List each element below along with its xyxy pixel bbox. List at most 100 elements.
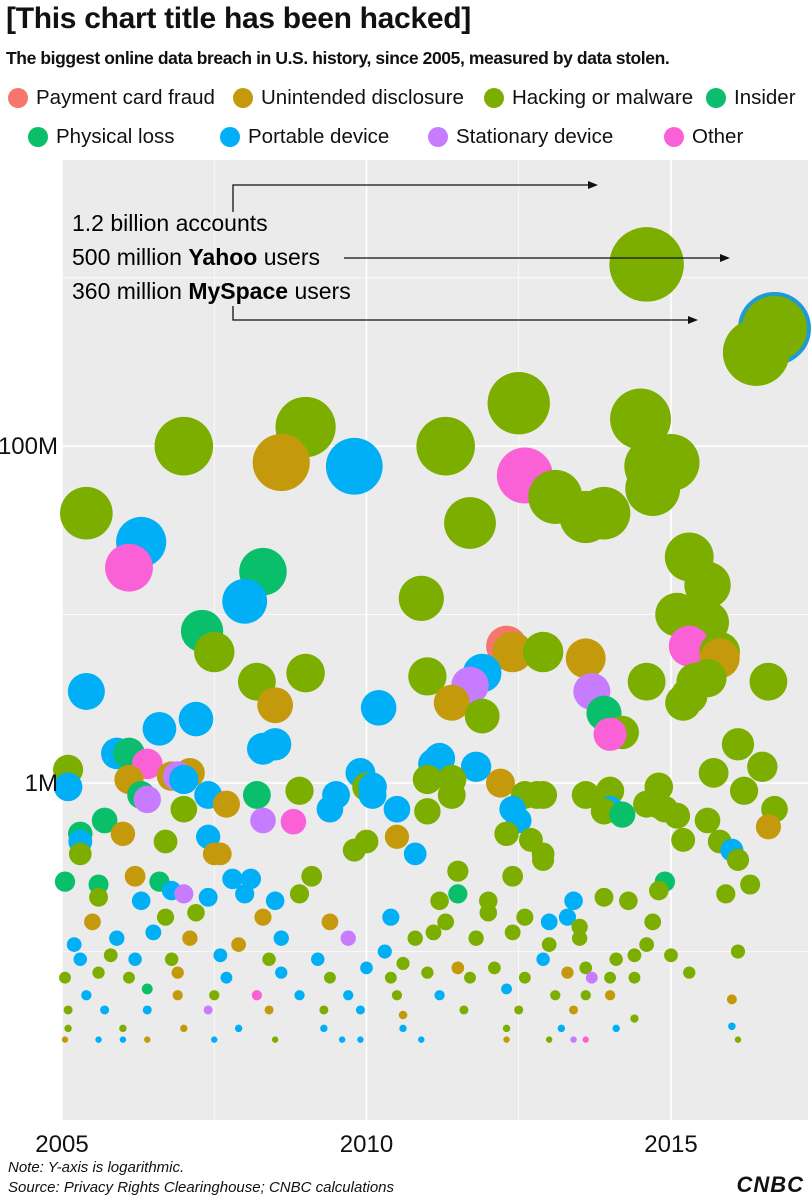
- legend-swatch-insider: [706, 88, 726, 108]
- data-point-portable: [460, 751, 492, 782]
- data-point-stationary: [203, 1005, 213, 1015]
- data-point-hacking: [459, 1005, 469, 1015]
- data-point-portable: [198, 887, 218, 907]
- legend-swatch-payment: [8, 88, 28, 108]
- data-point-unintended: [264, 1005, 274, 1015]
- data-point-stationary: [340, 930, 356, 946]
- data-point-portable: [142, 711, 177, 746]
- data-point-hacking: [437, 913, 455, 931]
- data-point-portable: [178, 701, 214, 737]
- footer-source: Source: Privacy Rights Clearinghouse; CN…: [8, 1179, 395, 1196]
- data-point-other: [251, 990, 263, 1001]
- data-point-hacking: [289, 884, 310, 904]
- data-point-hacking: [92, 966, 105, 979]
- data-point-hacking: [384, 971, 397, 984]
- data-point-portable: [100, 1005, 110, 1015]
- legend-swatch-unintended: [233, 88, 253, 108]
- legend-label: Physical loss: [56, 125, 175, 148]
- data-point-portable: [357, 1036, 364, 1043]
- legend-label: Portable device: [248, 125, 390, 148]
- data-point-hacking: [487, 372, 550, 435]
- data-point-physical: [609, 801, 636, 828]
- data-point-portable: [382, 908, 400, 926]
- data-point-hacking: [324, 971, 336, 984]
- data-point-portable: [222, 578, 268, 624]
- data-point-hacking: [301, 865, 323, 887]
- annotation-arrowhead-bottom: [688, 316, 698, 324]
- data-point-hacking: [494, 821, 519, 847]
- data-point-hacking: [722, 319, 790, 386]
- data-point-portable: [294, 990, 305, 1001]
- data-point-hacking: [580, 990, 591, 1001]
- data-point-unintended: [561, 966, 574, 979]
- data-point-physical: [91, 807, 118, 834]
- data-point-portable: [109, 930, 125, 946]
- legend-label: Insider: [734, 86, 796, 109]
- data-point-portable: [211, 1036, 218, 1043]
- legend-swatch-hacking: [484, 88, 504, 108]
- data-point-portable: [81, 990, 92, 1001]
- annotation-line-3-suffix: users: [288, 278, 351, 304]
- data-point-hacking: [630, 1014, 639, 1023]
- data-point-unintended: [565, 638, 606, 679]
- data-point-hacking: [89, 887, 108, 907]
- data-point-unintended: [726, 994, 737, 1005]
- data-point-unintended: [257, 687, 294, 724]
- data-point-hacking: [523, 781, 551, 809]
- data-point-hacking: [516, 908, 534, 926]
- data-point-portable: [320, 1024, 328, 1033]
- data-point-hacking: [119, 1024, 127, 1033]
- data-point-hacking: [187, 903, 205, 922]
- data-point-unintended: [569, 1005, 579, 1015]
- data-point-hacking: [504, 924, 521, 941]
- data-point-portable: [95, 1036, 102, 1043]
- data-point-hacking: [694, 807, 721, 834]
- data-point-portable: [246, 732, 279, 765]
- data-point-hacking: [627, 948, 642, 963]
- data-point-hacking: [628, 971, 641, 984]
- data-point-hacking: [412, 764, 443, 795]
- data-point-hacking: [730, 944, 746, 959]
- legend-item-unintended: Unintended disclosure: [233, 84, 464, 112]
- data-point-hacking: [721, 728, 755, 761]
- data-point-unintended: [110, 821, 136, 847]
- data-point-hacking: [734, 1036, 742, 1043]
- data-point-hacking: [430, 891, 449, 911]
- data-point-unintended: [398, 1010, 408, 1020]
- data-point-portable: [311, 952, 325, 966]
- data-point-hacking: [437, 781, 466, 809]
- data-point-portable: [240, 868, 262, 890]
- data-point-physical: [141, 983, 153, 995]
- data-point-stationary: [250, 807, 276, 834]
- data-point-portable: [383, 795, 411, 823]
- data-point-hacking: [68, 842, 92, 866]
- data-point-hacking: [488, 961, 501, 975]
- data-point-portable: [360, 689, 397, 726]
- data-point-unintended: [171, 966, 184, 979]
- data-point-unintended: [321, 913, 339, 931]
- data-point-hacking: [604, 971, 617, 984]
- annotation-arrow-top: [232, 184, 590, 212]
- data-point-other: [280, 808, 307, 835]
- data-point-hacking: [464, 971, 476, 984]
- data-point-portable: [434, 990, 445, 1001]
- data-point-portable: [220, 971, 233, 984]
- data-point-unintended: [503, 1036, 510, 1043]
- data-point-hacking: [391, 990, 403, 1001]
- data-point-hacking: [64, 1024, 72, 1033]
- legend-label: Hacking or malware: [512, 86, 694, 109]
- data-point-unintended: [492, 631, 533, 673]
- data-point-portable: [355, 1005, 365, 1015]
- data-point-portable: [316, 795, 344, 823]
- data-point-hacking: [408, 657, 447, 696]
- data-point-other: [105, 543, 153, 592]
- data-point-hacking: [531, 848, 555, 871]
- data-point-hacking: [664, 802, 691, 829]
- data-point-unintended: [433, 684, 470, 721]
- data-point-portable: [142, 1005, 152, 1015]
- data-point-other: [582, 1036, 589, 1043]
- legend-label: Stationary device: [456, 125, 614, 148]
- data-point-portable: [222, 868, 243, 890]
- footer-notes: Note: Y-axis is logarithmic. Source: Pri…: [8, 1158, 394, 1198]
- data-point-portable: [119, 1036, 127, 1043]
